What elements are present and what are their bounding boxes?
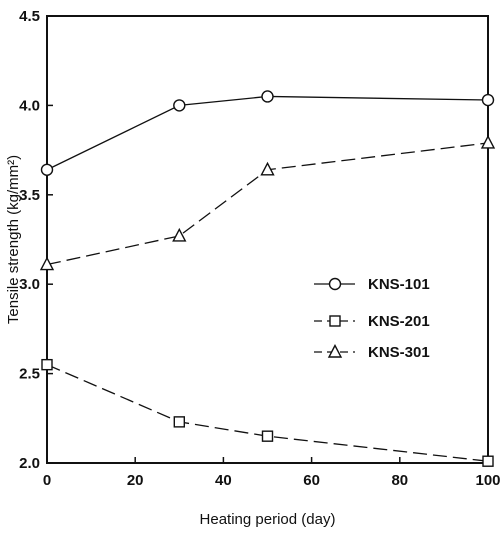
axes-group (46, 15, 489, 464)
data-point-kns-301 (480, 134, 496, 149)
x-tick-label: 80 (391, 472, 408, 489)
data-point-kns-301 (172, 227, 187, 242)
series-lines-group (46, 95, 489, 462)
y-tick-label: 3.0 (19, 276, 40, 293)
data-point-kns-201 (261, 430, 274, 442)
y-tick-label: 4.5 (19, 8, 40, 25)
legend-marker-kns-301 (327, 343, 343, 358)
x-tick-label: 60 (303, 472, 320, 489)
legend-label-kns-301: KNS-301 (368, 344, 430, 361)
data-point-kns-101 (481, 93, 495, 107)
y-axis-title: Tensile strength (kg/mm²) (5, 155, 22, 324)
data-point-kns-101 (40, 163, 54, 176)
series-line-kns-201 (46, 364, 489, 462)
series-markers-group (39, 90, 496, 467)
legend: KNS-101 KNS-201 KNS-301 (314, 276, 430, 361)
x-tick-label: 20 (127, 472, 144, 489)
y-tick-label: 2.0 (19, 455, 40, 472)
data-point-kns-201 (482, 455, 494, 467)
plot-frame (46, 15, 489, 464)
x-tick-label: 100 (475, 472, 500, 489)
ticks-group: 0 20 40 60 80 100 2.0 2.5 3.0 3.5 4.0 4.5 (19, 8, 500, 489)
x-tick-label: 40 (215, 472, 232, 489)
legend-marker-kns-101 (328, 277, 342, 291)
x-tick-label: 0 (43, 472, 51, 489)
x-axis-title: Heating period (day) (200, 511, 336, 528)
y-tick-label: 4.0 (19, 97, 40, 114)
y-tick-label: 3.5 (19, 187, 40, 204)
y-tick-label: 2.5 (19, 366, 40, 383)
data-point-kns-201 (173, 416, 186, 428)
series-line-kns-301 (46, 142, 489, 266)
data-point-kns-201 (41, 358, 53, 371)
data-point-kns-301 (39, 256, 55, 271)
data-point-kns-101 (261, 90, 274, 103)
data-point-kns-301 (260, 161, 275, 176)
data-point-kns-101 (173, 99, 186, 112)
legend-marker-kns-201 (329, 315, 341, 327)
series-line-kns-101 (46, 95, 489, 171)
legend-label-kns-101: KNS-101 (368, 276, 430, 293)
legend-label-kns-201: KNS-201 (368, 313, 430, 330)
